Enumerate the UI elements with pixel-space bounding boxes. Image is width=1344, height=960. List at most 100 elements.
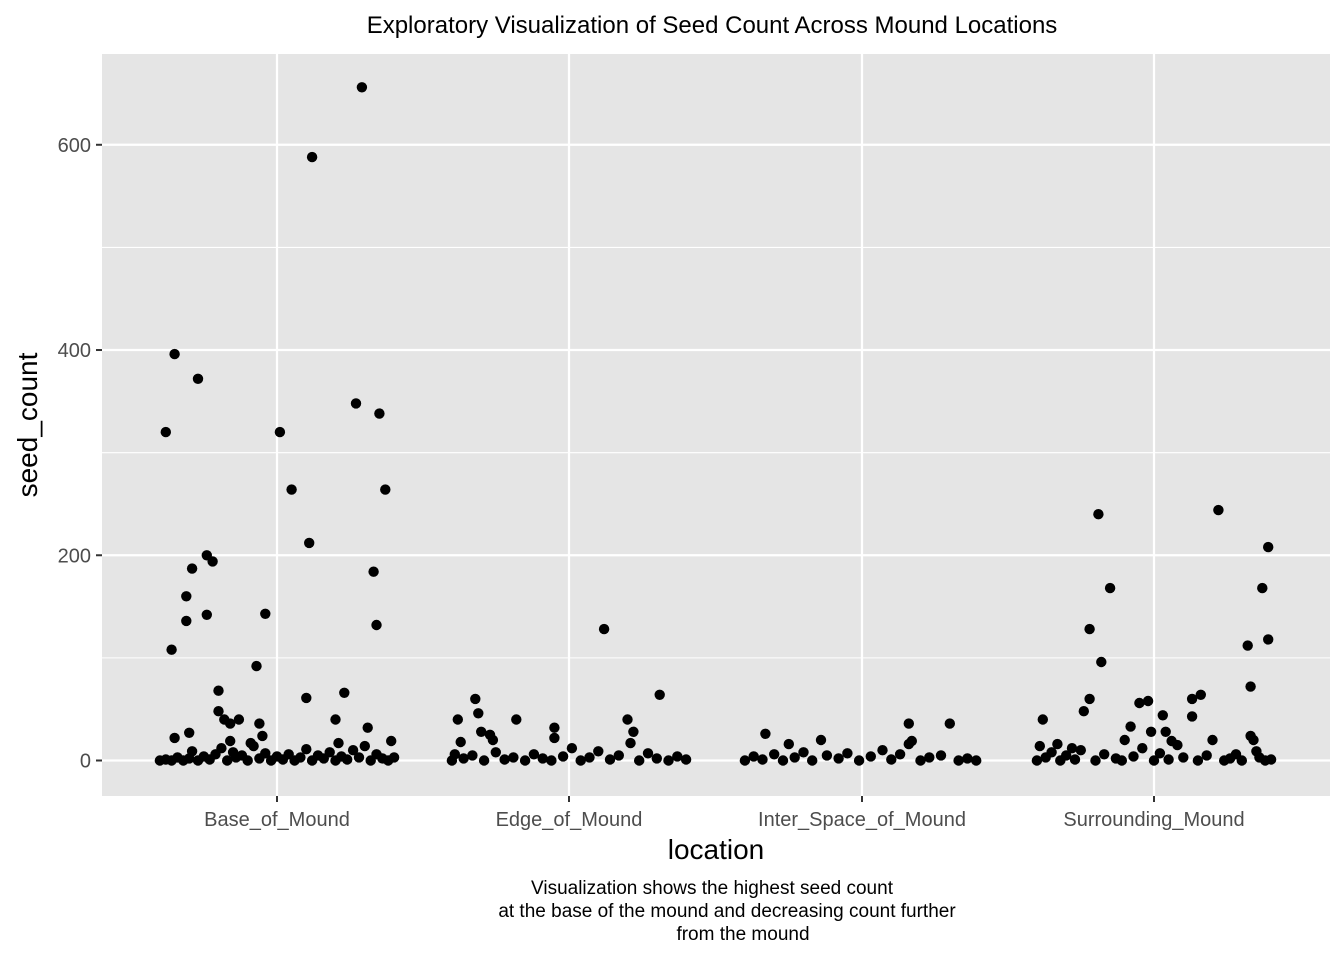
data-point bbox=[286, 484, 297, 495]
data-point bbox=[362, 722, 373, 733]
data-point bbox=[181, 615, 192, 627]
data-point bbox=[476, 726, 487, 737]
data-point bbox=[511, 714, 522, 725]
data-point bbox=[1154, 748, 1166, 759]
data-point bbox=[386, 735, 397, 747]
data-point bbox=[1034, 740, 1046, 752]
data-point bbox=[455, 736, 466, 748]
x-axis-title: location bbox=[668, 834, 765, 865]
data-point bbox=[1084, 623, 1095, 635]
data-point bbox=[254, 718, 265, 729]
data-point bbox=[628, 726, 639, 737]
x-tick-label: Surrounding_Mound bbox=[1063, 809, 1244, 831]
data-point bbox=[473, 708, 484, 719]
minor-gridlines bbox=[102, 246, 1330, 864]
data-point bbox=[537, 753, 548, 764]
data-point bbox=[549, 722, 560, 733]
data-point bbox=[651, 753, 662, 764]
data-point bbox=[1157, 710, 1169, 721]
data-point bbox=[672, 751, 683, 762]
data-point bbox=[566, 743, 578, 754]
data-point bbox=[584, 752, 595, 763]
data-point bbox=[519, 755, 531, 766]
data-point bbox=[915, 755, 926, 766]
data-point bbox=[821, 750, 833, 761]
chart-title: Exploratory Visualization of Seed Count … bbox=[367, 12, 1058, 39]
data-point bbox=[1142, 695, 1154, 707]
y-tick-label: 400 bbox=[58, 340, 91, 362]
data-point bbox=[248, 740, 259, 752]
data-point bbox=[184, 727, 195, 738]
data-point bbox=[333, 737, 344, 749]
data-point bbox=[1213, 504, 1224, 516]
data-point bbox=[625, 737, 636, 749]
data-point bbox=[1066, 743, 1078, 754]
data-point bbox=[1186, 693, 1198, 705]
data-point bbox=[1128, 751, 1139, 762]
data-point bbox=[604, 754, 616, 765]
caption-line-3: from the mound bbox=[676, 924, 809, 945]
data-point bbox=[1265, 754, 1277, 765]
data-point bbox=[1148, 755, 1160, 766]
data-point bbox=[906, 735, 917, 747]
data-point bbox=[1093, 509, 1104, 520]
data-point bbox=[274, 426, 286, 438]
caption-line-1: Visualization shows the highest seed cou… bbox=[531, 878, 894, 899]
data-point bbox=[353, 752, 365, 763]
data-point bbox=[622, 714, 633, 725]
data-point bbox=[944, 718, 955, 729]
data-point bbox=[467, 750, 478, 761]
data-point bbox=[1099, 749, 1110, 760]
data-point bbox=[222, 755, 233, 766]
data-point bbox=[777, 755, 789, 766]
data-point bbox=[169, 348, 180, 360]
data-point bbox=[304, 537, 315, 549]
data-point bbox=[1119, 734, 1130, 746]
data-point bbox=[470, 693, 481, 705]
data-point bbox=[853, 755, 865, 766]
data-point bbox=[546, 755, 557, 766]
data-point bbox=[301, 744, 312, 755]
data-point bbox=[1160, 726, 1171, 737]
data-point bbox=[1245, 681, 1256, 692]
data-point bbox=[181, 591, 192, 602]
data-point bbox=[251, 660, 262, 672]
data-point bbox=[783, 738, 794, 750]
data-point bbox=[350, 398, 362, 409]
data-point bbox=[1037, 714, 1049, 725]
data-point bbox=[388, 752, 400, 763]
data-point bbox=[1207, 734, 1218, 746]
data-point bbox=[1192, 755, 1204, 766]
data-point bbox=[380, 484, 391, 495]
data-point bbox=[739, 755, 751, 766]
data-point bbox=[1263, 634, 1274, 645]
data-point bbox=[1104, 582, 1116, 594]
data-point bbox=[971, 755, 982, 766]
data-point bbox=[1178, 752, 1189, 763]
y-axis-ticks: 0 200 400 600 bbox=[58, 135, 102, 773]
data-point bbox=[663, 755, 674, 766]
data-point bbox=[1145, 726, 1157, 737]
data-point bbox=[748, 751, 759, 762]
data-point bbox=[1263, 541, 1274, 553]
data-point bbox=[557, 751, 569, 762]
data-point bbox=[169, 732, 180, 744]
data-point bbox=[186, 746, 198, 757]
data-point bbox=[186, 563, 198, 574]
data-point bbox=[1125, 721, 1136, 732]
data-point bbox=[1084, 693, 1095, 705]
data-point bbox=[359, 740, 370, 752]
data-point bbox=[1116, 755, 1128, 766]
data-point bbox=[807, 755, 818, 766]
x-tick-label: Edge_of_Mound bbox=[496, 809, 643, 831]
data-point bbox=[1186, 711, 1198, 722]
data-point bbox=[295, 752, 306, 763]
data-point bbox=[490, 747, 501, 758]
x-tick-label: Inter_Space_of_Mound bbox=[758, 809, 966, 831]
data-point bbox=[598, 623, 610, 635]
y-tick-label: 0 bbox=[80, 751, 91, 773]
data-point bbox=[865, 751, 876, 762]
data-point bbox=[833, 753, 844, 764]
data-point bbox=[330, 714, 341, 725]
